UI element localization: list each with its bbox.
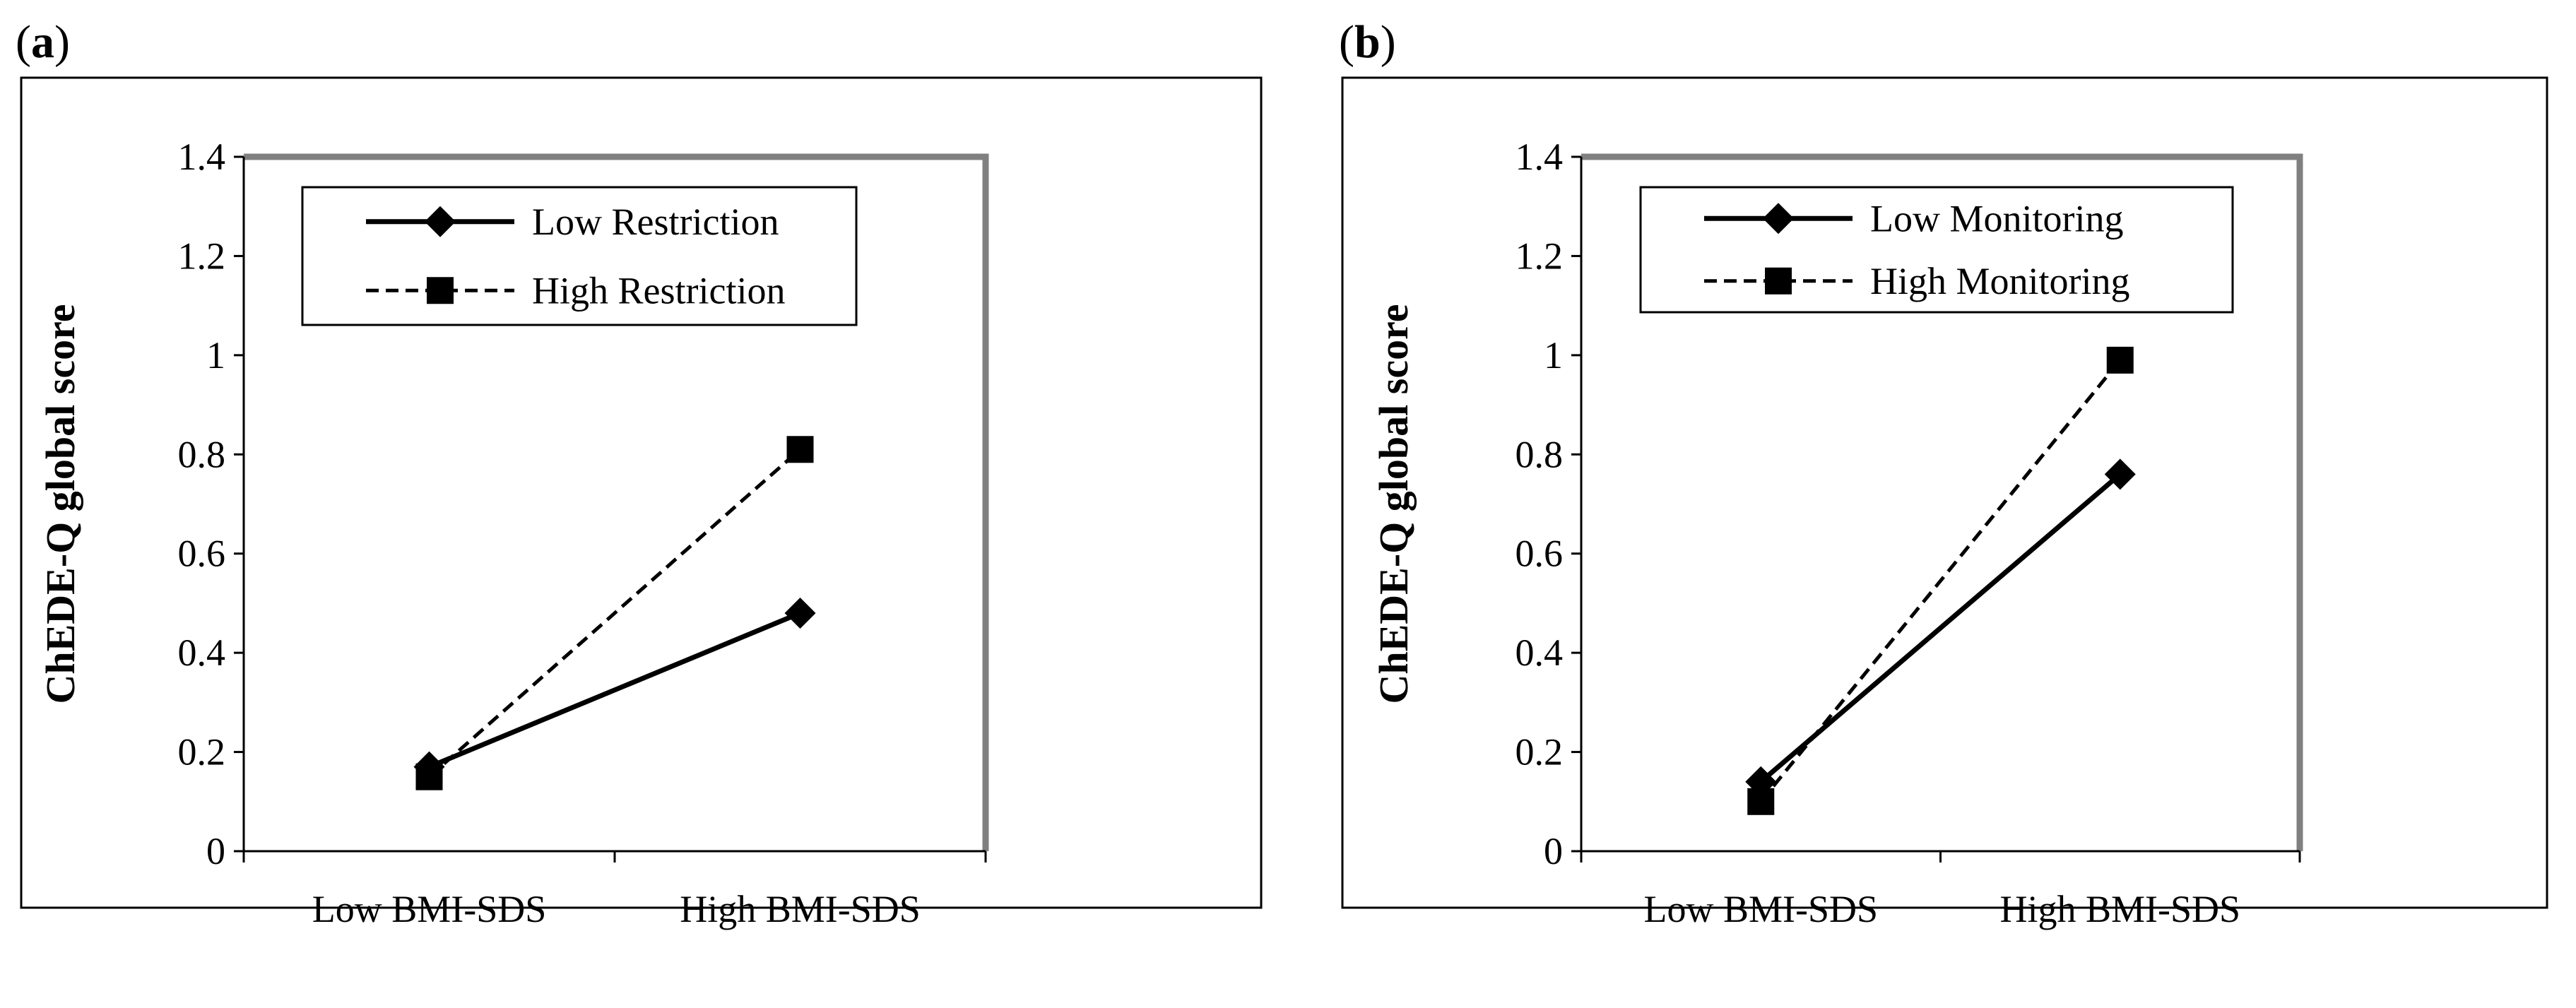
x-tick-label: High BMI-SDS [1999, 888, 2240, 930]
y-tick-label: 1 [206, 334, 225, 376]
x-tick-label: Low BMI-SDS [312, 888, 547, 930]
data-point [784, 597, 816, 629]
y-tick-label: 0 [1544, 830, 1563, 872]
plot-area-border [244, 153, 989, 851]
series-line-1 [1759, 359, 2122, 803]
series-line-0 [1759, 472, 2122, 784]
y-tick-label: 0.8 [1516, 433, 1564, 475]
data-point [415, 763, 443, 790]
y-tick-label: 0.8 [178, 433, 226, 475]
y-tick-label: 1.2 [1516, 235, 1564, 277]
y-tick-label: 0.4 [178, 632, 226, 674]
panel-b-label: (b) [1339, 16, 1396, 68]
y-tick-label: 1.4 [1516, 136, 1564, 178]
y-tick-label: 0.4 [1516, 632, 1564, 674]
legend: Low Monitoring High Monitoring [1639, 186, 2234, 314]
y-tick-label: 0.2 [1516, 731, 1564, 773]
panel-a-label: (a) [16, 16, 70, 68]
legend-box [1639, 186, 2234, 314]
series-line-0 [428, 610, 801, 769]
legend-marker [1765, 267, 1792, 295]
y-tick-label: 1 [1544, 334, 1563, 376]
legend-marker [425, 206, 456, 237]
y-axis-label: ChEDE-Q global score [1371, 304, 1417, 704]
data-point [786, 436, 814, 463]
data-point [2104, 458, 2136, 490]
x-tick-label: Low BMI-SDS [1643, 888, 1878, 930]
y-axis-label: ChEDE-Q global score [37, 304, 83, 704]
legend-label: Low Restriction [532, 201, 779, 243]
series-line-1 [427, 448, 802, 778]
legend: Low Restriction High Restriction [301, 186, 858, 326]
y-tick-label: 0.6 [1516, 533, 1564, 575]
legend-marker [1763, 203, 1794, 235]
y-tick-label: 1.4 [178, 136, 226, 178]
legend-box [301, 186, 858, 326]
y-tick-label: 0.6 [178, 533, 226, 575]
y-tick-label: 0 [206, 830, 225, 872]
legend-marker [427, 277, 454, 304]
legend-label: High Monitoring [1870, 260, 2130, 302]
chart-panel-a: 0 0.2 0.4 0.6 0.8 1 1.2 1.4 Low BMI-SDS High BMI-… [20, 76, 1263, 930]
data-point [2106, 346, 2134, 374]
x-tick-label: High BMI-SDS [680, 888, 921, 930]
data-point [1747, 788, 1775, 815]
legend-label: Low Monitoring [1870, 197, 2124, 239]
plot-area-border [1581, 153, 2303, 851]
chart-panel-b: 0 0.2 0.4 0.6 0.8 1 1.2 1.4 Low BMI-SDS High BMI-… [1341, 76, 2548, 930]
legend-label: High Restriction [532, 269, 785, 312]
y-tick-label: 1.2 [178, 235, 226, 277]
y-tick-label: 0.2 [178, 731, 226, 773]
